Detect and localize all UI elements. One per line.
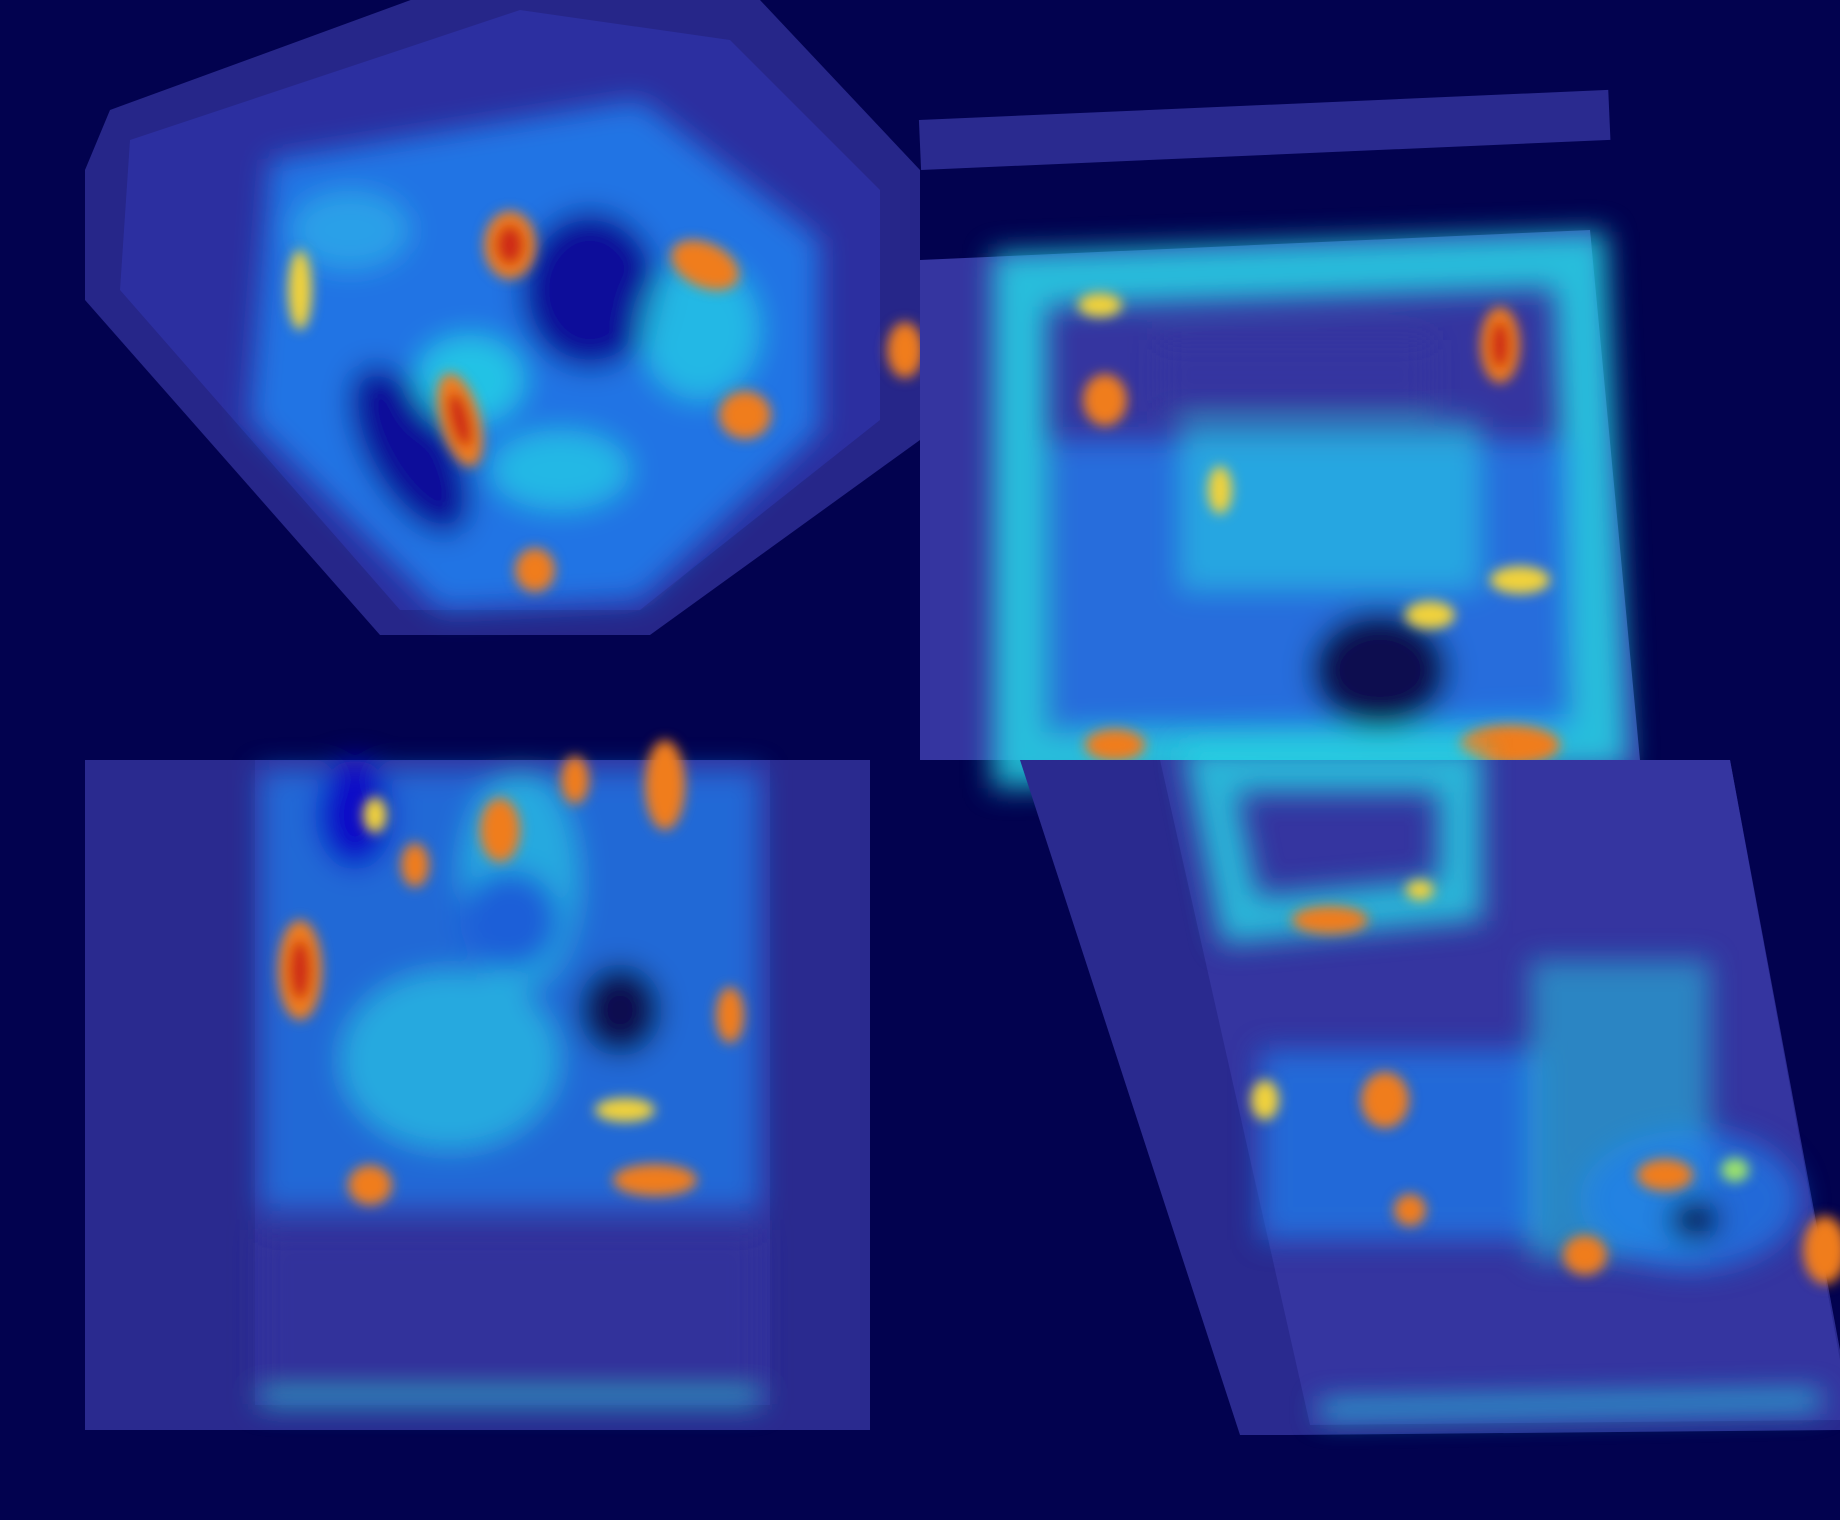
top-right-room-heat-cool	[992, 231, 1629, 789]
bottom-left-room	[85, 740, 870, 1430]
top-right-room-heat-hot	[1078, 293, 1560, 765]
top-left-room-heat-hot	[288, 211, 923, 592]
top-right-room	[918, 89, 1640, 789]
top-right-room-top-strip	[918, 89, 1611, 170]
bottom-right-room-heat-cool	[1182, 747, 1821, 1417]
top-left-room	[85, 0, 923, 635]
bottom-right-room	[1020, 747, 1840, 1435]
bottom-left-room-heat-hot	[278, 740, 744, 1205]
bottom-right-room-heat-hot	[1251, 880, 1840, 1284]
